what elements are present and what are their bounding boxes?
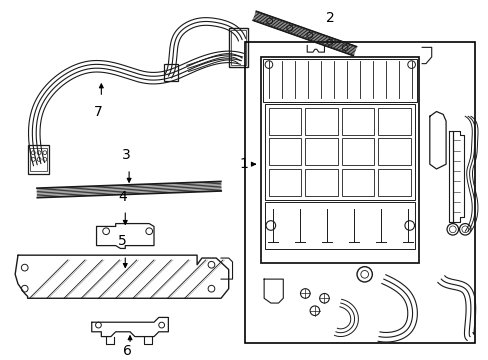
Text: 2: 2 xyxy=(325,11,334,25)
Text: 6: 6 xyxy=(122,344,131,358)
Bar xyxy=(264,202,415,249)
Text: 3: 3 xyxy=(122,148,130,162)
Bar xyxy=(261,57,418,263)
Bar xyxy=(377,108,410,135)
Bar xyxy=(268,138,301,165)
Bar xyxy=(27,145,49,174)
Text: 7: 7 xyxy=(94,105,102,119)
Bar xyxy=(377,169,410,196)
Bar xyxy=(305,138,337,165)
Bar xyxy=(264,104,415,200)
Bar xyxy=(341,169,373,196)
Bar xyxy=(305,108,337,135)
Bar xyxy=(228,28,247,67)
Bar xyxy=(341,138,373,165)
Text: 4: 4 xyxy=(118,190,126,204)
Text: 5: 5 xyxy=(118,234,126,248)
Bar xyxy=(268,108,301,135)
Bar xyxy=(244,42,474,343)
Text: 1: 1 xyxy=(239,157,247,171)
Bar xyxy=(305,169,337,196)
Bar xyxy=(268,169,301,196)
Bar xyxy=(263,59,416,102)
Bar xyxy=(377,138,410,165)
Bar xyxy=(29,148,47,171)
Bar xyxy=(341,108,373,135)
Bar xyxy=(163,64,178,81)
Bar xyxy=(230,30,245,64)
